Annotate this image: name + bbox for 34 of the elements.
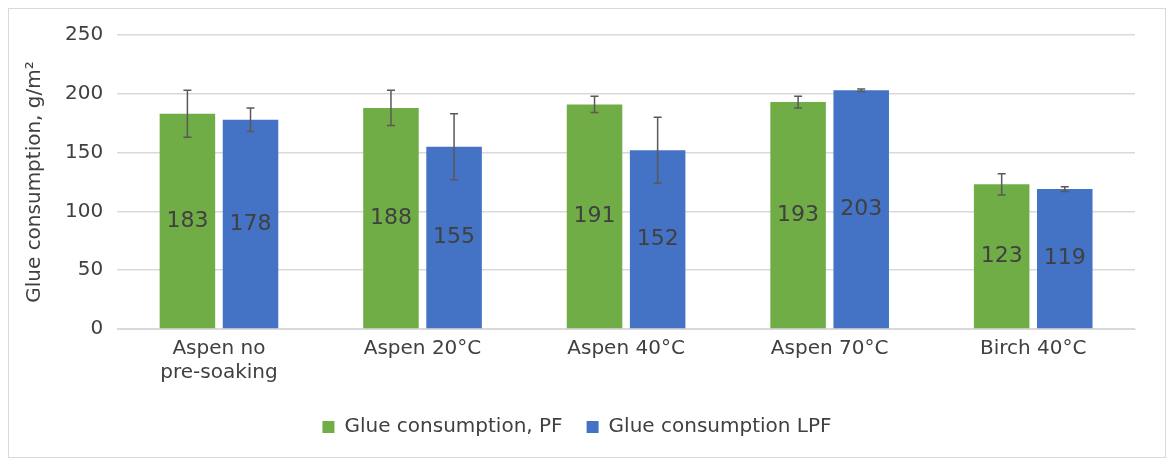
bar [566,104,623,329]
legend-label: Glue consumption, PF [344,413,563,438]
x-tick-label: Aspen 20°C [363,335,482,360]
x-tick-label: Birch 40°C [979,335,1087,360]
data-label: 188 [369,203,412,229]
y-tick-label: 0 [90,315,104,340]
bar [629,150,686,329]
x-tick-label: Aspen 40°C [567,335,685,360]
bar [973,184,1030,329]
data-label: 183 [166,206,209,232]
data-label: 193 [777,200,820,226]
y-tick-label: 150 [64,138,104,163]
y-tick-label: 200 [64,80,104,104]
bar [222,119,279,329]
bar [363,107,419,329]
x-tick-label: Aspen 70°C [770,335,889,360]
bar [770,102,826,329]
legend-label: Glue consumption LPF [608,413,832,438]
data-label: 203 [840,194,883,220]
y-tick-label: 250 [64,21,104,46]
bar [159,113,216,329]
x-tick-label: Aspen no pre-soaking [160,335,278,384]
data-label: 178 [229,209,272,235]
data-label: 152 [636,224,679,250]
bar [833,90,889,329]
bar [1037,189,1093,329]
y-axis-title: Glue consumption, g/m² [21,61,46,303]
bar [426,146,482,329]
data-label: 123 [980,242,1023,268]
data-label: 119 [1043,244,1086,270]
data-label: 155 [433,223,476,249]
y-tick-label: 100 [64,197,104,222]
y-tick-label: 50 [77,256,104,281]
data-label: 191 [573,202,616,228]
